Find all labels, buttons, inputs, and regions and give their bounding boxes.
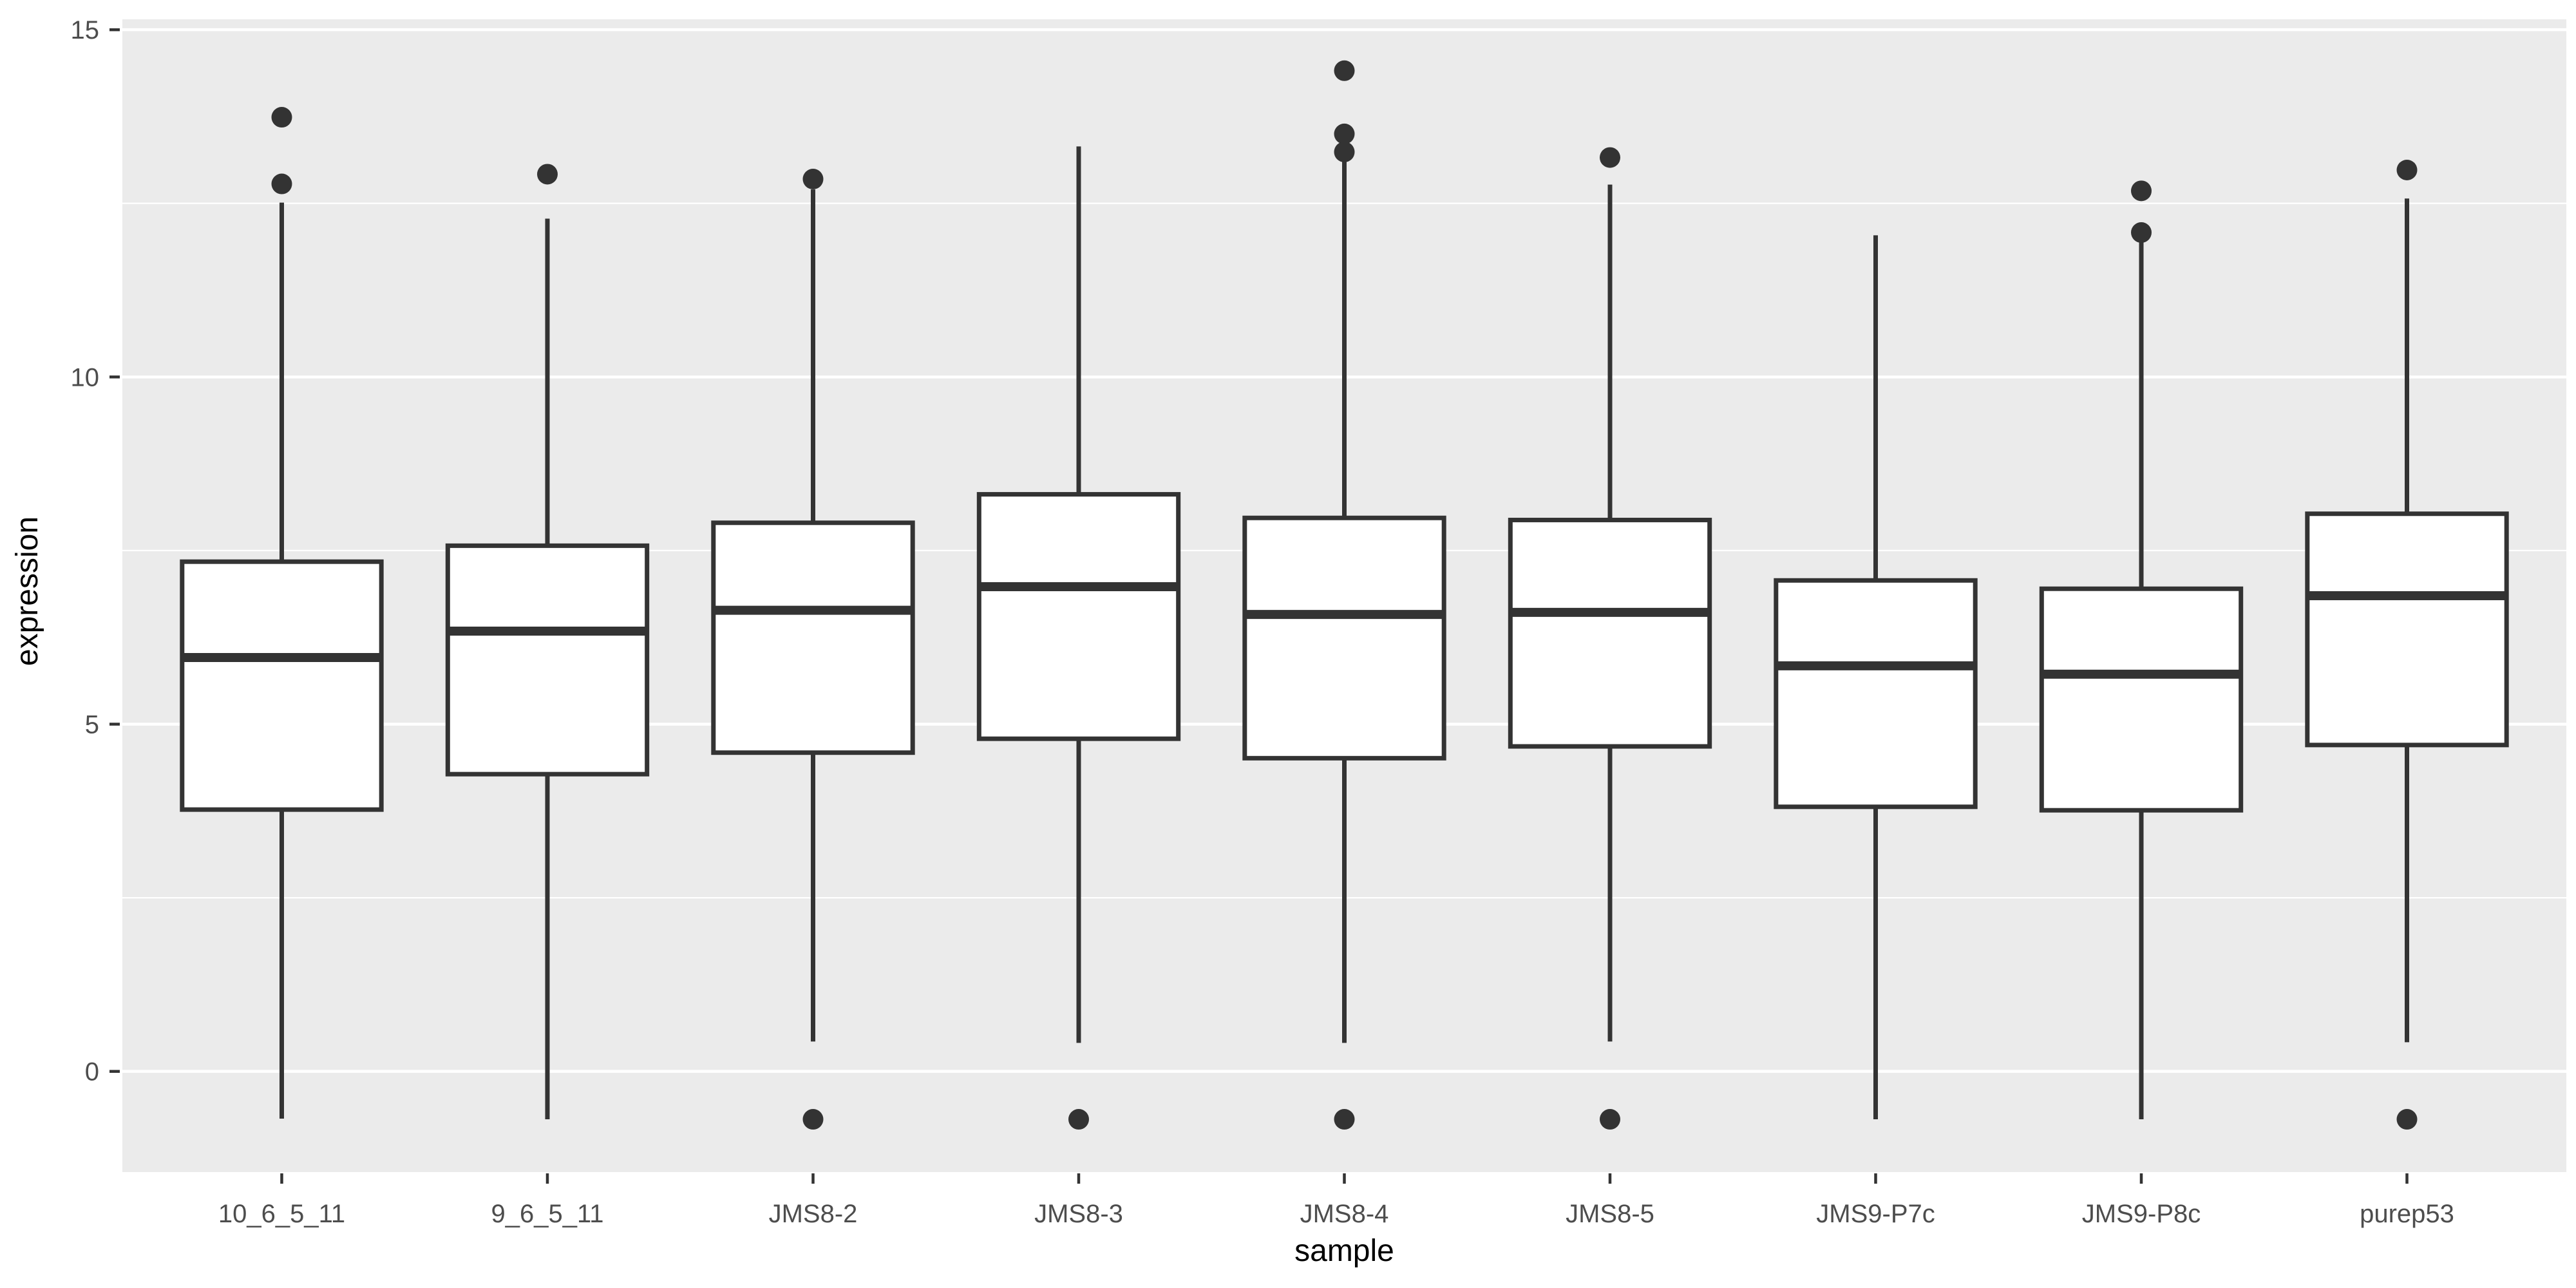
outlier-point (1334, 123, 1355, 144)
outlier-point (1334, 60, 1355, 81)
outlier-point (2131, 180, 2152, 202)
outlier-point (271, 107, 292, 128)
x-tick-label: JMS8-2 (769, 1200, 858, 1228)
x-tick-label: JMS9-P7c (1816, 1200, 1935, 1228)
x-tick-label: 10_6_5_11 (218, 1200, 345, 1228)
outlier-point (271, 173, 292, 194)
iqr-box (445, 543, 650, 777)
y-axis-title: expression (10, 516, 44, 666)
iqr-box (1242, 515, 1446, 761)
outlier-point (2396, 1109, 2418, 1130)
outlier-point (1334, 1109, 1355, 1130)
iqr-box (2039, 586, 2244, 813)
iqr-box (1508, 517, 1712, 749)
iqr-box (976, 492, 1181, 741)
x-tick-label: JMS8-3 (1034, 1200, 1123, 1228)
outlier-point (1334, 141, 1355, 162)
iqr-box (180, 559, 384, 812)
outlier-point (537, 164, 558, 185)
iqr-box (711, 520, 915, 755)
iqr-box (1774, 578, 1978, 810)
y-tick-label: 0 (85, 1058, 99, 1086)
x-tick-label: JMS8-5 (1566, 1200, 1654, 1228)
x-tick-label: purep53 (2360, 1200, 2454, 1228)
outlier-point (802, 1109, 824, 1130)
x-tick-label: JMS8-4 (1300, 1200, 1389, 1228)
y-tick-label: 5 (85, 710, 99, 739)
y-tick-label: 15 (71, 16, 100, 44)
outlier-point (1600, 1109, 1620, 1130)
outlier-point (1068, 1109, 1089, 1130)
x-tick-label: JMS9-P8c (2082, 1200, 2201, 1228)
iqr-box (2305, 511, 2509, 748)
y-tick-label: 10 (71, 363, 100, 392)
x-axis-title: sample (1294, 1234, 1394, 1268)
outlier-point (802, 169, 824, 190)
outlier-point (2396, 159, 2418, 180)
x-tick-label: 9_6_5_11 (491, 1200, 604, 1228)
outlier-point (1600, 147, 1620, 168)
outlier-point (2131, 222, 2152, 243)
